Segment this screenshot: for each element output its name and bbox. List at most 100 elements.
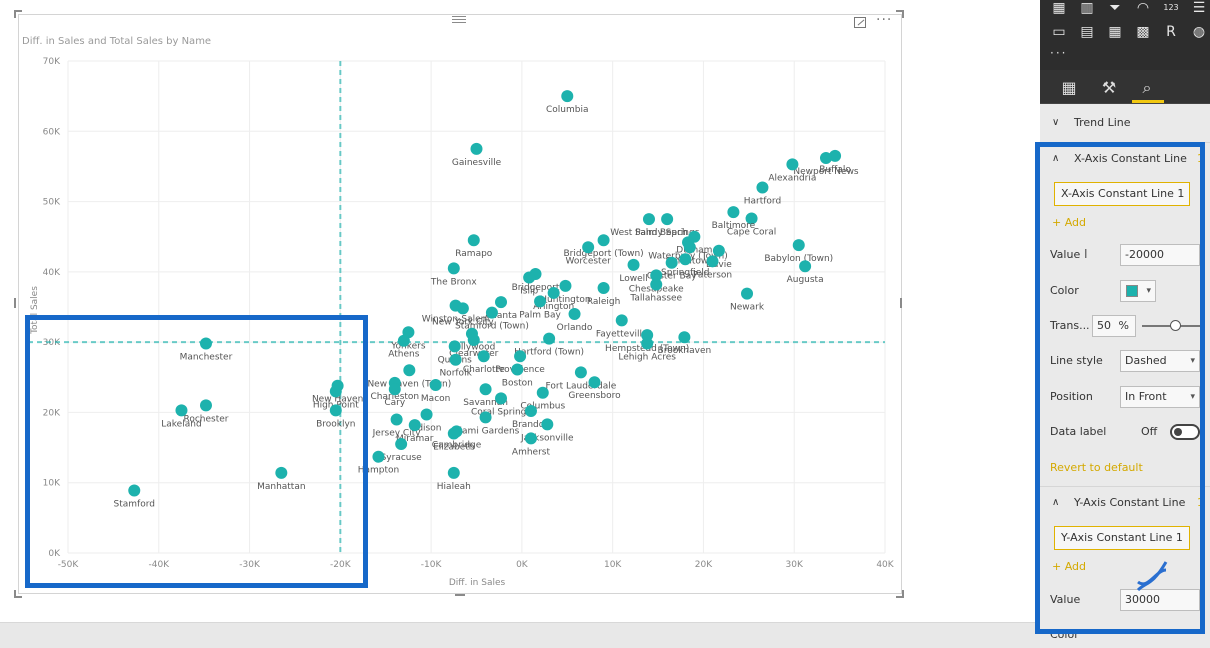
data-point[interactable] bbox=[449, 353, 462, 366]
data-point[interactable] bbox=[665, 256, 678, 269]
y-value-input[interactable]: 30000 bbox=[1120, 589, 1200, 611]
x-revert-link[interactable]: Revert to default bbox=[1050, 461, 1143, 474]
data-point[interactable] bbox=[275, 466, 288, 479]
x-data-label-toggle[interactable] bbox=[1170, 424, 1200, 440]
data-point[interactable] bbox=[128, 484, 141, 497]
x-axis-line-name-field[interactable]: X-Axis Constant Line 1 bbox=[1054, 182, 1190, 206]
data-point[interactable] bbox=[448, 340, 461, 353]
map-icon[interactable]: ▦ bbox=[1052, 0, 1066, 16]
data-point[interactable] bbox=[372, 450, 385, 463]
y-axis-add-link[interactable]: + Add bbox=[1052, 560, 1086, 573]
data-point[interactable] bbox=[524, 432, 537, 445]
data-point[interactable] bbox=[467, 334, 480, 347]
table-icon[interactable]: ▦ bbox=[1108, 24, 1122, 40]
data-point[interactable] bbox=[756, 181, 769, 194]
slicer-icon[interactable]: ▤ bbox=[1080, 24, 1094, 40]
data-point[interactable] bbox=[597, 234, 610, 247]
resize-handle-bottom[interactable] bbox=[455, 592, 465, 596]
data-point[interactable] bbox=[467, 234, 480, 247]
resize-handle-bottom-right[interactable] bbox=[896, 590, 904, 598]
matrix-icon[interactable]: ▩ bbox=[1136, 24, 1150, 40]
data-point[interactable] bbox=[523, 271, 536, 284]
data-point[interactable] bbox=[547, 286, 560, 299]
x-value-input[interactable]: -20000 bbox=[1120, 244, 1200, 266]
funnel-icon[interactable]: ⏷ bbox=[1109, 0, 1121, 16]
data-point[interactable] bbox=[495, 296, 508, 309]
x-transparency-slider-knob[interactable] bbox=[1170, 320, 1181, 331]
data-point[interactable] bbox=[588, 376, 601, 389]
data-point[interactable] bbox=[650, 278, 663, 291]
focus-mode-icon[interactable] bbox=[854, 17, 866, 28]
data-point[interactable] bbox=[408, 419, 421, 432]
data-point[interactable] bbox=[799, 260, 812, 273]
data-point[interactable] bbox=[199, 337, 212, 350]
data-point[interactable] bbox=[641, 337, 654, 350]
x-position-dropdown[interactable]: In Front ▾ bbox=[1120, 386, 1200, 408]
data-point[interactable] bbox=[745, 212, 758, 225]
data-point[interactable] bbox=[650, 269, 663, 282]
data-point[interactable] bbox=[447, 262, 460, 275]
gauge-icon[interactable]: ◠ bbox=[1136, 0, 1150, 16]
data-point[interactable] bbox=[420, 408, 433, 421]
data-point[interactable] bbox=[597, 282, 610, 295]
data-point[interactable] bbox=[199, 399, 212, 412]
more-options-icon[interactable]: ··· bbox=[876, 12, 893, 28]
data-point[interactable] bbox=[819, 151, 832, 164]
data-point[interactable] bbox=[559, 279, 572, 292]
data-point[interactable] bbox=[524, 405, 537, 418]
data-point[interactable] bbox=[329, 385, 342, 398]
data-point[interactable] bbox=[727, 206, 740, 219]
data-point[interactable] bbox=[175, 404, 188, 417]
format-roller-icon[interactable]: ⚒ bbox=[1101, 78, 1117, 97]
data-point[interactable] bbox=[447, 466, 460, 479]
data-point[interactable] bbox=[615, 314, 628, 327]
fields-tab-icon[interactable]: ▦ bbox=[1061, 78, 1077, 97]
data-point[interactable] bbox=[706, 255, 719, 268]
data-point[interactable] bbox=[568, 308, 581, 321]
resize-handle-right[interactable] bbox=[898, 298, 902, 308]
data-point[interactable] bbox=[582, 241, 595, 254]
card-icon[interactable]: 123 bbox=[1163, 3, 1179, 12]
data-point[interactable] bbox=[514, 350, 527, 363]
data-point[interactable] bbox=[574, 366, 587, 379]
data-point[interactable] bbox=[477, 350, 490, 363]
data-point[interactable] bbox=[679, 253, 692, 266]
data-point[interactable] bbox=[536, 386, 549, 399]
data-point[interactable] bbox=[641, 329, 654, 342]
drag-grip-icon[interactable] bbox=[452, 16, 466, 25]
data-point[interactable] bbox=[485, 306, 498, 319]
data-point[interactable] bbox=[792, 239, 805, 252]
resize-handle-top-left[interactable] bbox=[14, 10, 22, 18]
more-visuals-icon[interactable]: ··· bbox=[1050, 46, 1068, 60]
data-point[interactable] bbox=[395, 438, 408, 451]
x-color-picker[interactable]: ▾ bbox=[1120, 280, 1156, 302]
data-point[interactable] bbox=[541, 418, 554, 431]
kpi-icon[interactable]: ▭ bbox=[1052, 24, 1066, 40]
x-line-style-dropdown[interactable]: Dashed ▾ bbox=[1120, 350, 1200, 372]
resize-handle-top-right[interactable] bbox=[896, 10, 904, 18]
data-point[interactable] bbox=[511, 363, 524, 376]
data-point[interactable] bbox=[627, 258, 640, 271]
data-point[interactable] bbox=[388, 383, 401, 396]
data-point[interactable] bbox=[329, 404, 342, 417]
data-point[interactable] bbox=[429, 379, 442, 392]
data-point[interactable] bbox=[403, 364, 416, 377]
data-point[interactable] bbox=[786, 158, 799, 171]
data-point[interactable] bbox=[678, 331, 691, 344]
trend-line-section[interactable]: ∨ Trend Line bbox=[1040, 108, 1210, 138]
data-point[interactable] bbox=[543, 332, 556, 345]
data-point[interactable] bbox=[561, 90, 574, 103]
data-point[interactable] bbox=[390, 413, 403, 426]
resize-handle-bottom-left[interactable] bbox=[14, 590, 22, 598]
data-point[interactable] bbox=[661, 213, 674, 226]
data-point[interactable] bbox=[712, 244, 725, 257]
y-axis-line-name-field[interactable]: Y-Axis Constant Line 1 bbox=[1054, 526, 1190, 550]
data-point[interactable] bbox=[642, 213, 655, 226]
x-axis-add-link[interactable]: + Add bbox=[1052, 216, 1086, 229]
data-point[interactable] bbox=[683, 241, 696, 254]
data-point[interactable] bbox=[456, 302, 469, 315]
data-point[interactable] bbox=[447, 427, 460, 440]
x-transparency-input[interactable]: 50 % bbox=[1092, 315, 1136, 337]
data-point[interactable] bbox=[829, 149, 842, 162]
data-point[interactable] bbox=[479, 411, 492, 424]
